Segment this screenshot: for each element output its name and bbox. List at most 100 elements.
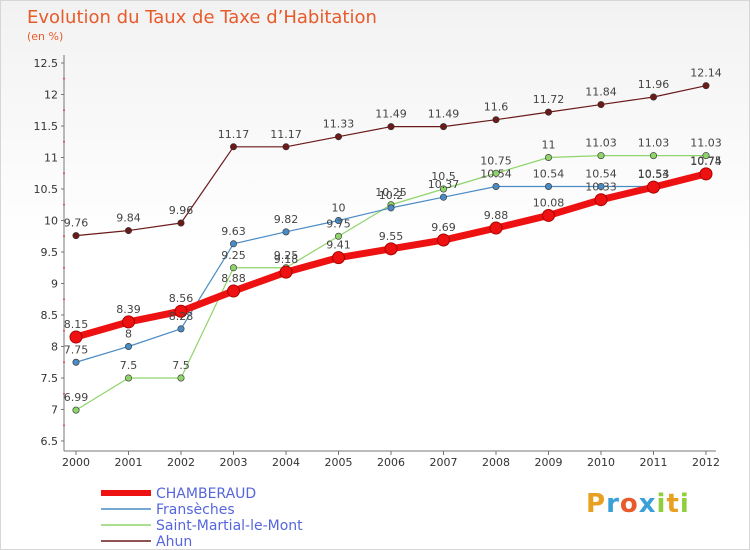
data-point-3 [489, 221, 503, 235]
data-point-2 [177, 325, 185, 333]
data-label: 9.18 [274, 253, 299, 266]
data-point-0 [282, 143, 290, 151]
data-point-3 [594, 193, 608, 207]
data-label: 11 [542, 139, 556, 152]
y-minor-dot [63, 424, 65, 427]
data-point-0 [439, 123, 447, 131]
data-label: 9.82 [274, 213, 299, 226]
data-label: 8.28 [169, 310, 194, 323]
y-minor-dot [63, 266, 65, 269]
data-label: 12.14 [690, 67, 722, 80]
x-tick-label: 2009 [535, 456, 563, 469]
data-point-0 [334, 133, 342, 141]
data-point-0 [387, 123, 395, 131]
data-point-0 [597, 101, 605, 109]
data-point-1 [177, 374, 185, 382]
data-point-3 [174, 304, 188, 318]
data-point-0 [544, 108, 552, 116]
data-point-2 [544, 182, 552, 190]
data-label: 10.33 [585, 181, 617, 194]
data-label: 9.76 [64, 217, 89, 230]
data-label: 11.03 [638, 137, 670, 150]
data-label: 10.37 [428, 178, 460, 191]
data-label: 10.54 [480, 167, 512, 180]
x-tick-label: 2008 [482, 456, 510, 469]
data-point-1 [72, 406, 80, 414]
data-point-3 [437, 233, 450, 247]
data-point-2 [492, 182, 500, 190]
data-point-0 [230, 143, 238, 151]
data-point-0 [125, 227, 133, 235]
data-label: 11.33 [323, 118, 355, 131]
data-label: 11.49 [375, 108, 407, 121]
data-point-0 [649, 93, 657, 101]
x-tick-label: 2002 [167, 456, 195, 469]
y-minor-dot [63, 109, 65, 112]
y-minor-dot [63, 172, 65, 175]
data-point-1 [597, 152, 605, 160]
logo-letter: i [656, 489, 667, 519]
data-label: 7.5 [172, 359, 190, 372]
data-label: 8.56 [169, 292, 194, 305]
data-point-2 [72, 358, 80, 366]
data-point-2 [334, 217, 342, 225]
logo-letter: o [619, 489, 639, 519]
data-label: 9.88 [484, 209, 509, 222]
data-label: 10.54 [638, 167, 670, 180]
data-label: 11.6 [484, 101, 509, 114]
data-point-2 [597, 182, 605, 190]
data-point-1 [544, 154, 552, 162]
data-label: 10.5 [431, 170, 456, 183]
data-point-2 [439, 193, 447, 201]
y-tick-label: 10.5 [34, 183, 59, 196]
data-point-3 [647, 180, 660, 194]
data-label: 8.88 [221, 272, 246, 285]
legend-label: CHAMBERAUD [156, 486, 256, 502]
y-tick-label: 9.5 [41, 246, 59, 259]
y-minor-dot [63, 392, 65, 395]
data-label: 11.17 [270, 128, 302, 141]
data-point-2 [387, 204, 395, 212]
y-minor-dot [63, 298, 65, 301]
data-label: 10.53 [638, 168, 670, 181]
data-point-2 [230, 240, 238, 248]
x-tick-label: 2005 [325, 456, 353, 469]
data-point-3 [227, 284, 240, 298]
data-point-3 [122, 315, 135, 329]
data-point-0 [177, 219, 185, 227]
data-label: 6.99 [64, 391, 89, 404]
legend-label: Fransèches [156, 502, 235, 518]
x-tick-label: 2010 [587, 456, 615, 469]
data-point-3 [279, 265, 293, 279]
y-tick-label: 12 [44, 89, 58, 102]
x-tick-label: 2003 [220, 456, 248, 469]
chart-title: Evolution du Taux de Taxe d’Habitation [27, 7, 377, 28]
y-tick-label: 9 [51, 278, 58, 291]
y-minor-dot [63, 77, 65, 80]
y-tick-label: 12.5 [34, 57, 59, 70]
chart-subtitle: (en %) [27, 30, 64, 43]
x-tick-label: 2007 [430, 456, 458, 469]
data-point-0 [72, 232, 80, 240]
data-point-1 [125, 374, 133, 382]
data-label: 9.63 [221, 225, 246, 238]
data-point-1 [492, 169, 500, 177]
data-label: 8.15 [64, 318, 89, 331]
data-point-2 [125, 342, 133, 350]
logo-letter: x [638, 489, 657, 519]
data-point-3 [699, 167, 713, 181]
data-label: 9.55 [379, 230, 404, 243]
y-minor-dot [63, 329, 65, 332]
data-point-3 [69, 330, 83, 344]
data-label: 11.72 [533, 93, 565, 106]
x-tick-label: 2001 [115, 456, 143, 469]
data-point-1 [439, 185, 447, 193]
x-tick-label: 2004 [272, 456, 300, 469]
data-label: 9.75 [326, 217, 351, 230]
data-label: 9.69 [431, 221, 456, 234]
logo-letter: P [586, 489, 607, 519]
data-point-0 [492, 116, 500, 124]
y-tick-label: 10 [44, 215, 58, 228]
